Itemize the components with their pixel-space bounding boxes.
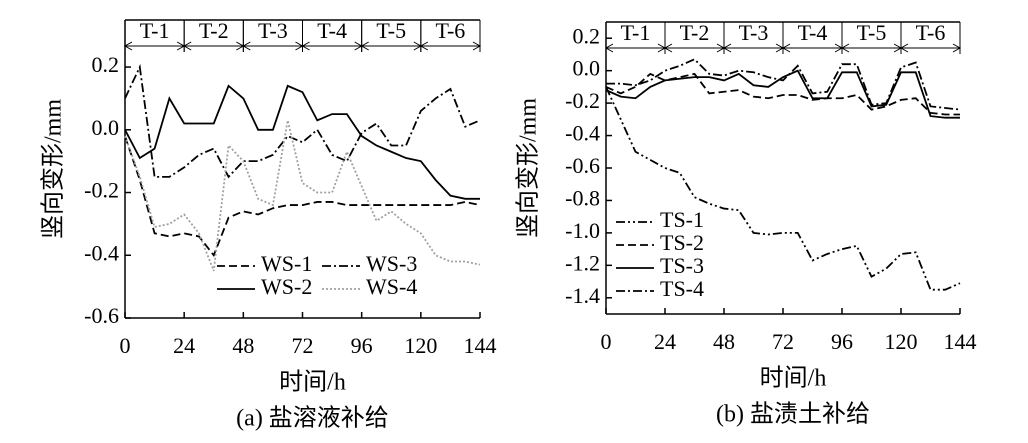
y-tick-label: -0.4 xyxy=(84,240,119,265)
x-tick-label: 96 xyxy=(351,333,373,358)
y-tick-label: -0.8 xyxy=(565,185,600,210)
x-axis-label: 时间/h xyxy=(279,369,346,396)
period-arrow xyxy=(360,41,422,51)
period-label: T-2 xyxy=(680,20,710,45)
caption: (b) 盐渍土补给 xyxy=(716,401,870,428)
period-arrow xyxy=(242,41,304,51)
x-tick-label: 48 xyxy=(713,329,735,354)
y-tick-label: 0.2 xyxy=(573,23,601,48)
x-tick-label: 144 xyxy=(944,329,977,354)
y-tick-label: -0.2 xyxy=(565,88,600,113)
period-label: T-3 xyxy=(258,18,288,43)
x-tick-label: 24 xyxy=(173,333,195,358)
period-label: T-6 xyxy=(436,18,466,43)
period-label: T-1 xyxy=(140,18,170,43)
y-tick-label: 0.2 xyxy=(92,52,120,77)
period-arrow xyxy=(301,41,363,51)
period-arrow xyxy=(781,43,844,53)
legend-label: TS-1 xyxy=(660,207,704,232)
period-label: T-4 xyxy=(798,20,828,45)
y-tick-label: -0.6 xyxy=(565,153,600,178)
y-tick-label: -1.4 xyxy=(565,283,600,308)
period-arrow xyxy=(183,41,245,51)
period-label: T-5 xyxy=(857,20,887,45)
period-label: T-2 xyxy=(199,18,229,43)
x-tick-label: 120 xyxy=(885,329,918,354)
series-line xyxy=(124,135,481,258)
x-tick-label: 120 xyxy=(404,333,437,358)
series-line xyxy=(606,58,961,111)
caption: (a) 盐溶液补给 xyxy=(236,405,389,432)
x-tick-label: 72 xyxy=(292,333,314,358)
x-axis-label: 时间/h xyxy=(760,365,827,392)
legend-label: TS-4 xyxy=(660,276,704,301)
x-tick-label: 96 xyxy=(831,329,853,354)
period-label: T-1 xyxy=(621,20,651,45)
series-line xyxy=(605,69,960,119)
x-tick-label: 0 xyxy=(601,329,612,354)
x-tick-label: 48 xyxy=(232,333,254,358)
y-tick-label: -1.2 xyxy=(565,250,600,275)
period-arrow xyxy=(840,43,903,53)
y-tick-label: -0.2 xyxy=(84,178,119,203)
x-tick-label: 72 xyxy=(772,329,794,354)
legend-label: WS-2 xyxy=(261,274,312,299)
period-arrow xyxy=(722,43,785,53)
legend-label: WS-1 xyxy=(261,251,312,276)
y-axis-label: 竖向变形/mm xyxy=(40,99,67,239)
legend-label: WS-3 xyxy=(366,251,417,276)
legend-label: WS-4 xyxy=(366,274,417,299)
y-tick-label: 0.0 xyxy=(573,56,601,81)
legend-label: TS-3 xyxy=(660,253,704,278)
y-tick-label: 0.0 xyxy=(92,115,120,140)
period-arrow xyxy=(419,41,482,51)
x-tick-label: 0 xyxy=(120,333,131,358)
period-label: T-4 xyxy=(317,18,347,43)
x-tick-label: 24 xyxy=(654,329,676,354)
period-arrow xyxy=(899,43,962,53)
period-label: T-6 xyxy=(916,20,946,45)
y-tick-label: -1.0 xyxy=(565,218,600,243)
period-arrow xyxy=(604,43,667,53)
series-line xyxy=(124,84,480,200)
series-line xyxy=(124,63,481,179)
x-tick-label: 144 xyxy=(464,333,497,358)
period-arrow xyxy=(123,41,186,51)
period-label: T-5 xyxy=(376,18,406,43)
y-axis-label: 竖向变形/mm xyxy=(515,98,542,238)
period-arrow xyxy=(663,43,726,53)
y-tick-label: -0.4 xyxy=(565,121,600,146)
legend-label: TS-2 xyxy=(660,230,704,255)
period-label: T-3 xyxy=(739,20,769,45)
series-line xyxy=(124,120,481,272)
y-tick-label: -0.6 xyxy=(84,303,119,328)
